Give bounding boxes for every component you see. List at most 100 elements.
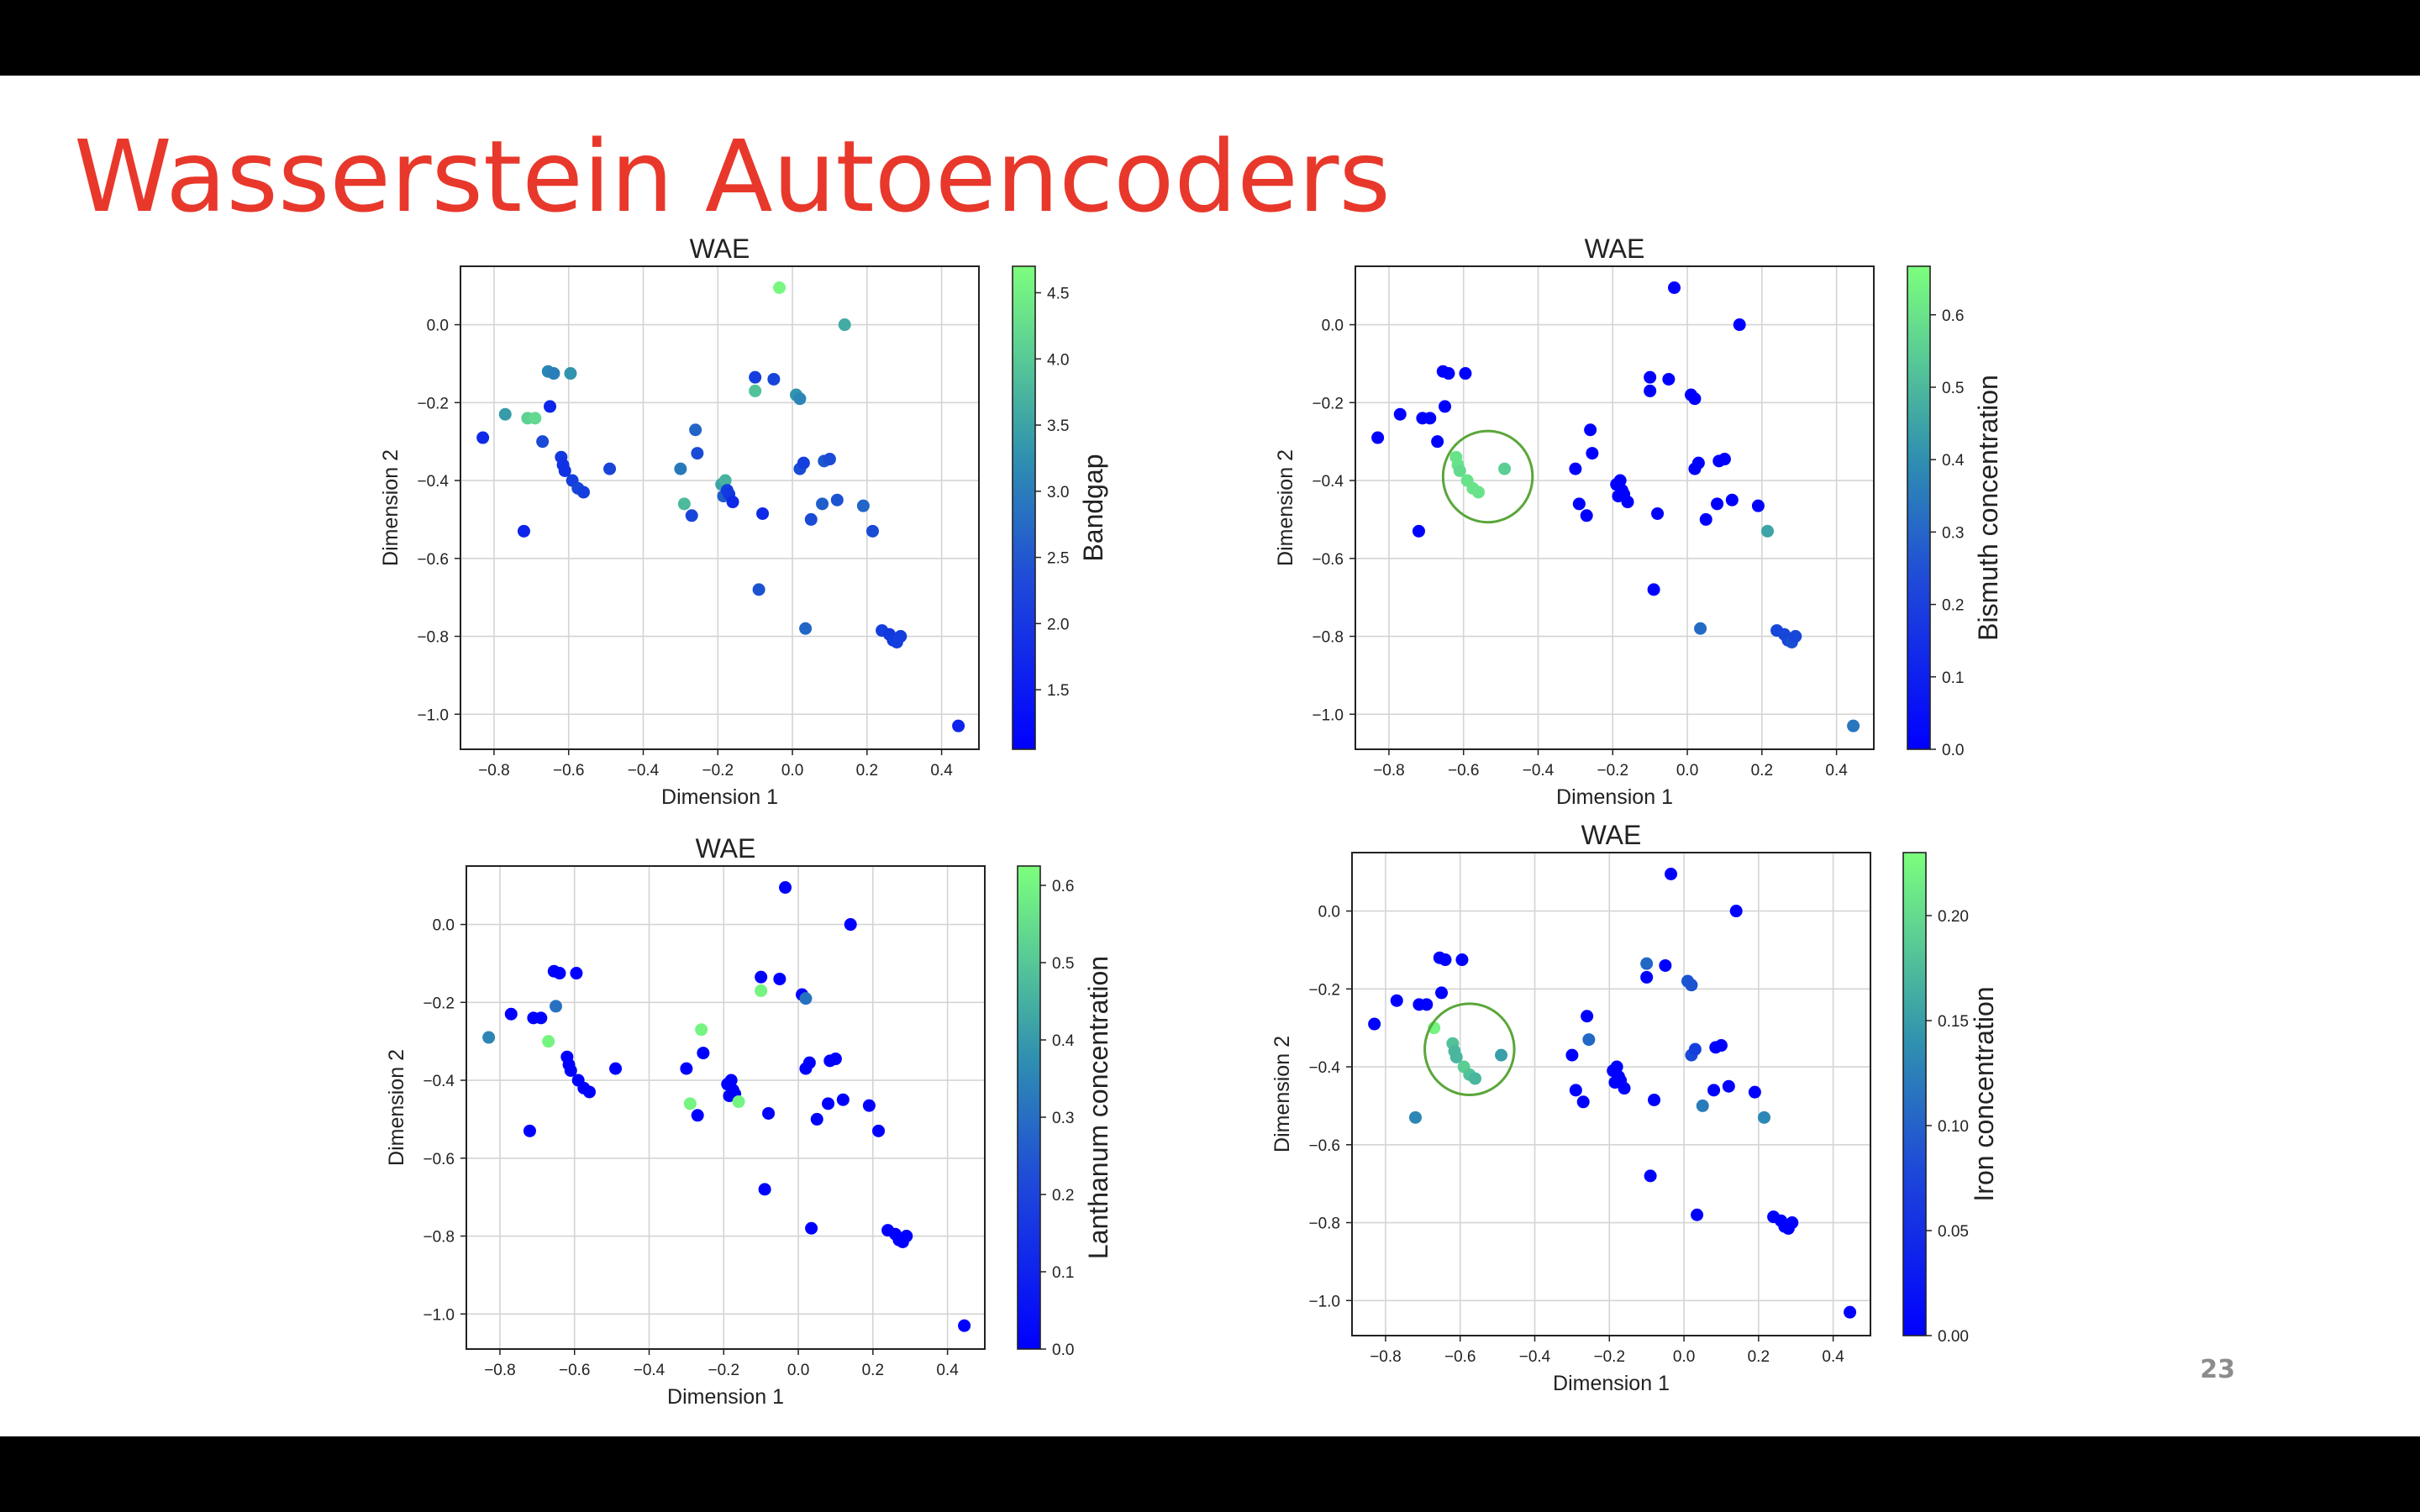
colorbar-tick-label: 1.5 [1047,682,1069,700]
x-tick-label: −0.2 [1597,762,1629,780]
colorbar-tick-label: 0.2 [1942,597,1964,615]
data-point [689,423,702,437]
data-point [1586,447,1599,460]
data-point [534,1011,548,1025]
y-tick-label: 0.0 [1318,904,1340,921]
colorbar-label: Bandgap [1078,454,1108,561]
colorbar-tick-label: 0.4 [1942,452,1965,470]
data-point [536,435,550,449]
data-point [1449,1050,1463,1063]
y-tick-label: −0.4 [423,1073,455,1090]
data-point [550,1000,563,1013]
data-point [1584,423,1597,437]
data-point [1729,905,1743,918]
y-tick-label: −1.0 [1308,1293,1340,1310]
data-point [695,1023,708,1037]
x-tick-label: 0.0 [1676,762,1698,780]
data-point [758,1183,771,1196]
data-point [1694,622,1707,635]
colorbar-tick-label: 2.0 [1047,616,1069,633]
colorbar-label: Bismuth concentration [1973,375,2003,641]
data-point [865,524,879,538]
data-point [1572,497,1586,511]
page-number: 23 [2200,1355,2235,1384]
x-tick-label: −0.8 [1373,762,1405,780]
colorbar-tick-label: 0.2 [1052,1187,1074,1205]
x-tick-label: −0.4 [1523,762,1555,780]
colorbar-tick-label: 0.20 [1938,908,1969,926]
y-tick-label: −0.8 [417,629,449,647]
chart-title: WAE [1585,234,1645,264]
data-point [752,583,765,596]
data-point [822,1097,835,1110]
y-tick-label: −0.8 [423,1229,455,1247]
data-point [1691,456,1705,470]
data-point [542,1035,555,1048]
data-point [773,281,786,295]
data-point [1707,1084,1721,1097]
colorbar [1907,265,1931,750]
x-tick-label: −0.6 [1444,1348,1476,1366]
highlight-circle [1423,1002,1516,1097]
data-point [856,499,870,512]
data-point [797,456,810,470]
data-point [816,497,829,511]
data-point [1368,1017,1381,1031]
y-tick-label: −0.2 [1312,395,1344,412]
chart-3: −0.8 −0.6 −0.4 −0.2 0.0 0.2 0.4 0.0 −0.2 −0.4 −0.6… [385,833,1113,1409]
data-point [1468,1072,1481,1085]
data-point [1618,1082,1631,1095]
data-point [1621,496,1634,509]
x-axis-label: Dimension 1 [1556,785,1673,809]
x-tick-label: −0.4 [634,1362,666,1379]
colorbar-tick-label: 4.0 [1047,351,1069,369]
data-point [1685,979,1698,992]
highlight-circle [1441,429,1534,524]
y-tick-label: 0.0 [427,318,449,335]
colorbar-tick-label: 0.3 [1942,524,1964,542]
data-point [523,1124,536,1137]
data-point [683,1097,697,1110]
y-tick-label: −0.4 [417,473,449,491]
data-point [799,622,813,635]
x-tick-label: 0.0 [787,1362,809,1379]
data-point [802,1056,816,1069]
data-point [1688,1042,1702,1056]
data-point [1576,1095,1590,1109]
x-tick-label: 0.2 [1748,1348,1770,1366]
data-point [779,881,792,895]
data-point [762,1106,776,1120]
data-point [1613,474,1627,487]
data-point [1569,1084,1582,1097]
charts-canvas: −0.8 −0.6 −0.4 −0.2 0.0 0.2 0.4 0.0 −0.2 −0.4 −0.6… [379,234,2003,1409]
colorbar-label: Iron concentration [1969,986,1999,1201]
y-tick-label: −0.2 [423,995,455,1012]
data-point [1435,986,1449,1000]
data-point [836,1093,850,1106]
data-point [1844,1305,1857,1319]
data-point [1659,958,1672,972]
data-point [1691,1208,1704,1221]
chart-1: −0.8 −0.6 −0.4 −0.2 0.0 0.2 0.4 0.0 −0.2 −0.4 −0.6… [379,234,1108,809]
data-point [1420,998,1434,1011]
data-point [1699,512,1712,526]
data-point [1751,499,1765,512]
data-point [1789,630,1802,643]
data-point [1718,453,1731,466]
x-tick-label: 0.0 [781,762,803,780]
data-point [1847,719,1860,732]
data-point [804,512,818,526]
data-point [1495,1048,1508,1062]
data-point [1648,1093,1661,1106]
data-point [1644,384,1657,397]
colorbar-tick-label: 4.5 [1047,286,1069,303]
data-point [1711,497,1724,511]
data-point [1688,392,1702,406]
x-tick-label: −0.6 [1448,762,1480,780]
x-tick-label: −0.2 [1594,1348,1626,1366]
colorbar-tick-label: 0.6 [1942,307,1964,325]
x-tick-label: 0.4 [1825,762,1848,780]
data-point [609,1062,623,1075]
x-tick-label: −0.6 [553,762,585,780]
data-point [1455,953,1469,967]
